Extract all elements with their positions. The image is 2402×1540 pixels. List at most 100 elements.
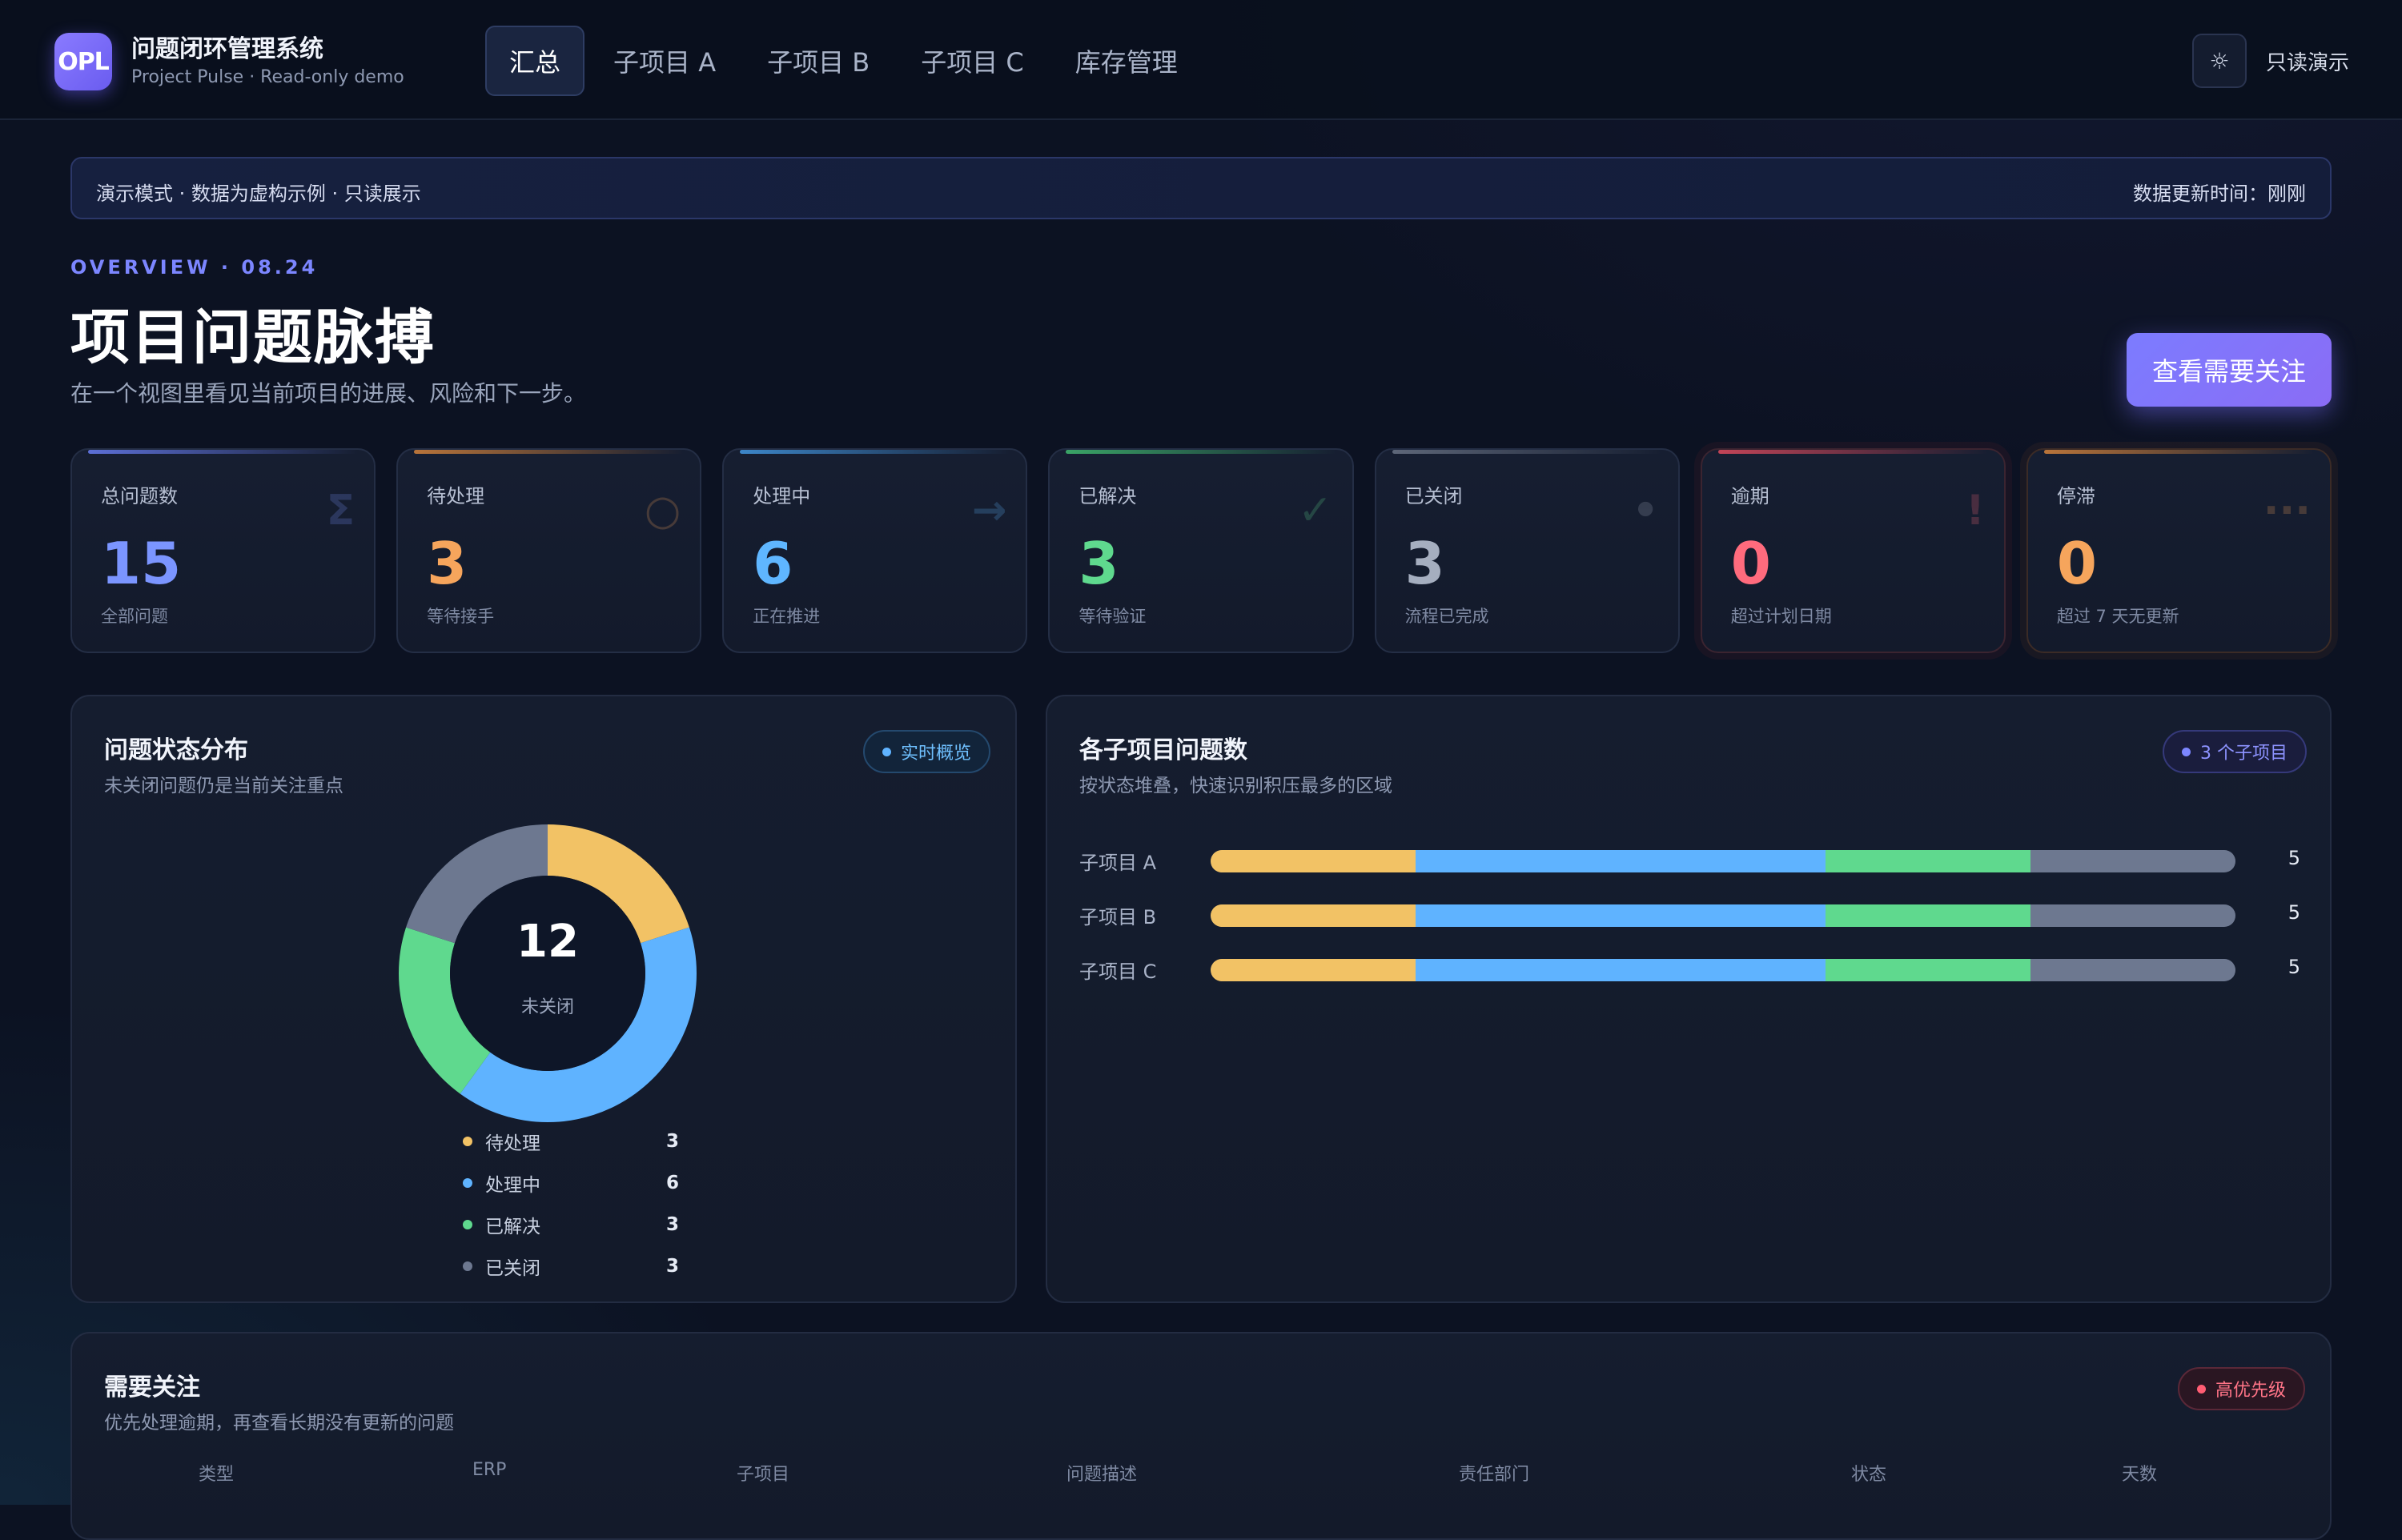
top-bar: OPL 问题闭环管理系统 Project Pulse · Read-only d… [0,0,2402,120]
stat-label: 已关闭 [1404,485,1463,507]
column-header-status[interactable]: 状态 [1851,1465,1887,1485]
banner-notice: 演示模式 · 数据为虚构示例 · 只读展示 [96,182,421,205]
stat-label: 停滞 [2056,485,2095,507]
column-header-type[interactable]: 类型 [199,1465,235,1485]
stat-value: 3 [1404,530,1445,597]
donut-svg [399,824,697,1122]
bar-segment-3[interactable] [1826,850,2030,872]
legend-item: 处理中 6 [463,1162,679,1204]
page-subtitle: 在一个视图里看见当前项目的进展、风险和下一步。 [70,380,587,407]
demo-banner: 演示模式 · 数据为虚构示例 · 只读展示 数据更新时间：刚刚 [70,157,2332,219]
donut-center-value: 12 [516,916,579,968]
tab-subproject-a[interactable]: 子项目 A [613,47,717,78]
legend-value: 3 [665,1131,679,1152]
stat-accent-bar [1066,450,1336,454]
sigma-icon: Σ [326,487,355,535]
stat-label: 逾期 [1730,485,1769,507]
stat-card[interactable]: 逾期 0 超过计划日期! [1700,448,2006,653]
donut-legend: 待处理 3 处理中 6 已解决 3 已关闭 3 [463,1121,679,1287]
bar-segment-4[interactable] [2030,850,2235,872]
status-donut-chart: 12 未关闭 [396,821,700,1125]
bar-segment-1[interactable] [1211,850,1416,872]
donut-slice-1[interactable] [548,824,689,944]
legend-label: 已解决 [485,1217,540,1237]
stat-accent-bar [740,450,1010,454]
bar-segment-4[interactable] [2030,959,2235,981]
stat-label: 待处理 [427,485,485,507]
bar-row[interactable]: 子项目 A 5 [1079,844,2300,876]
stat-card[interactable]: 处理中 6 正在推进 → [722,448,1028,653]
bar-segment-1[interactable] [1211,959,1416,981]
column-header-days[interactable]: 天数 [2122,1465,2158,1485]
donut-slice-2[interactable] [460,927,697,1122]
tab-subproject-c[interactable]: 子项目 C [921,47,1024,78]
stat-card[interactable]: 已解决 3 等待验证 ✓ [1048,448,1354,653]
panel-subtitle: 未关闭问题仍是当前关注重点 [104,776,343,796]
main-nav: 汇总 子项目 A 子项目 B 子项目 C 库存管理 [485,26,1207,96]
tab-subproject-b[interactable]: 子项目 B [767,47,870,78]
column-header-description[interactable]: 问题描述 [1066,1465,1138,1485]
bar-segment-3[interactable] [1826,904,2030,927]
page-title: 项目问题脉搏 [70,303,436,372]
stat-value: 0 [2056,530,2097,597]
legend-item: 已解决 3 [463,1204,679,1245]
legend-label: 待处理 [485,1133,540,1154]
status-dot-icon [882,747,891,756]
stat-card[interactable]: 停滞 0 超过 7 天无更新 ··· [2026,448,2332,653]
sun-icon: ☼ [2209,47,2230,74]
stat-value: 3 [427,530,468,597]
stat-value: 15 [101,530,182,597]
tab-inventory[interactable]: 库存管理 [1074,47,1178,78]
donut-slice-3[interactable] [399,927,491,1094]
bar-segment-2[interactable] [1416,959,1826,981]
stat-label: 总问题数 [101,485,178,507]
bar-category-label: 子项目 C [1079,960,1157,983]
stat-caption: 等待验证 [1078,607,1147,626]
bar-segment-1[interactable] [1211,904,1416,927]
view-attention-button[interactable]: 查看需要关注 [2127,333,2332,407]
bar-segment-2[interactable] [1416,904,1826,927]
donut-slice-4[interactable] [406,824,548,944]
readonly-label: 只读演示 [2266,51,2350,75]
donut-hole [450,876,645,1071]
status-dot-icon [2197,1384,2206,1394]
column-header-erp[interactable]: ERP [472,1460,507,1480]
donut-center-label: 未关闭 [520,997,574,1017]
high-priority-pill: 高优先级 [2178,1367,2306,1410]
attention-panel: 需要关注 优先处理逾期，再查看长期没有更新的问题 高优先级 类型 ERP 子项目… [70,1332,2332,1540]
bar-segment-4[interactable] [2030,904,2235,927]
bar-total-label: 5 [2288,901,2300,924]
bar-row[interactable]: 子项目 B 5 [1079,898,2300,930]
legend-item: 已关闭 3 [463,1245,679,1287]
legend-swatch [463,1137,472,1146]
column-header-subproject[interactable]: 子项目 [737,1465,790,1485]
tab-summary[interactable]: 汇总 [485,26,585,96]
stat-cards: 总问题数 15 全部问题 Σ 待处理 3 等待接手 ○ 处理中 6 正在推进 → 已解决 3 等待验证 ✓ 已关… [70,448,2332,653]
circle-icon: ○ [644,487,681,535]
stat-accent-bar [1392,450,1662,454]
stat-card[interactable]: 已关闭 3 流程已完成 • [1374,448,1680,653]
column-header-department[interactable]: 责任部门 [1459,1465,1530,1485]
stat-label: 已解决 [1078,485,1137,507]
bar-segment-2[interactable] [1416,850,1826,872]
legend-value: 6 [665,1173,679,1193]
stat-value: 3 [1078,530,1119,597]
stat-value: 6 [753,530,793,597]
arrow-right-icon: → [971,487,1007,535]
page-eyebrow: OVERVIEW · 08.24 [70,256,319,279]
legend-value: 3 [665,1214,679,1235]
bar-track [1211,850,2235,872]
theme-toggle-button[interactable]: ☼ [2192,34,2247,88]
realtime-pill: 实时概览 [863,730,991,773]
app-logo[interactable]: OPL [54,33,112,90]
app-title: 问题闭环管理系统 [131,35,323,63]
bar-segment-3[interactable] [1826,959,2030,981]
bar-row[interactable]: 子项目 C 5 [1079,952,2300,985]
stat-card[interactable]: 总问题数 15 全部问题 Σ [70,448,376,653]
panel-subtitle: 按状态堆叠，快速识别积压最多的区域 [1079,776,1392,796]
panel-title: 各子项目问题数 [1079,736,1247,764]
stat-card[interactable]: 待处理 3 等待接手 ○ [396,448,702,653]
check-icon: ✓ [1297,487,1333,535]
status-dot-icon [2182,747,2191,756]
